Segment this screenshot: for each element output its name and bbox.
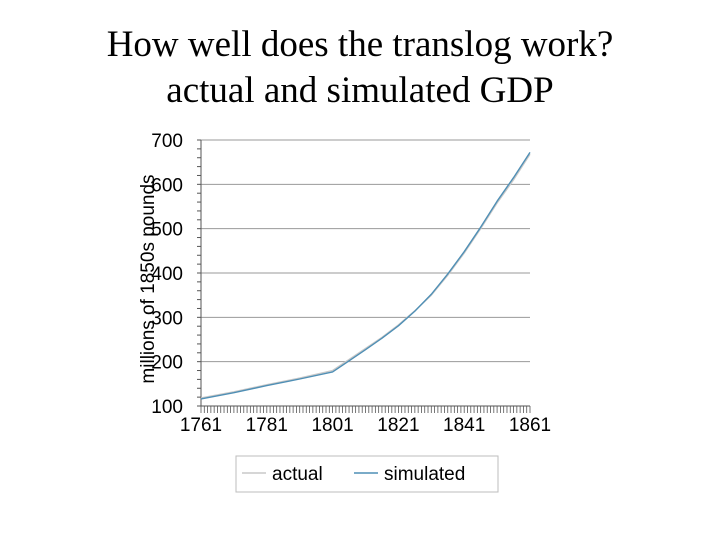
title-line-2: actual and simulated GDP [166,70,554,111]
x-tick-label: 1761 [180,415,222,436]
y-tick-label: 700 [151,131,183,152]
legend-label-simulated: simulated [384,464,465,485]
y-axis-label: millions of 1850s pounds [138,174,159,383]
x-tick-label: 1861 [509,415,551,436]
legend-box [235,455,499,493]
y-tick-labels: 100 200 300 400 500 600 700 [151,131,183,418]
legend-label-actual: actual [272,464,323,485]
title-line-1: How well does the translog work? [106,24,614,65]
axes [197,139,531,413]
x-tick-label: 1841 [443,415,485,436]
y-tick-label: 100 [151,397,183,418]
legend: actual simulated [235,455,499,493]
series-line-simulated [200,152,531,400]
x-tick-labels: 1761 1781 1801 1821 1841 1861 [180,415,551,436]
series-lines [200,152,531,400]
x-tick-label: 1781 [246,415,288,436]
y-tick-label: 300 [151,308,183,329]
x-tick-label: 1801 [311,415,353,436]
y-tick-label: 200 [151,353,183,374]
y-tick-label: 500 [151,220,183,241]
slide-title: How well does the translog work? actual … [0,22,720,114]
grid-lines [201,139,530,407]
x-tick-label: 1821 [377,415,419,436]
y-tick-label: 400 [151,264,183,285]
y-tick-label: 600 [151,175,183,196]
